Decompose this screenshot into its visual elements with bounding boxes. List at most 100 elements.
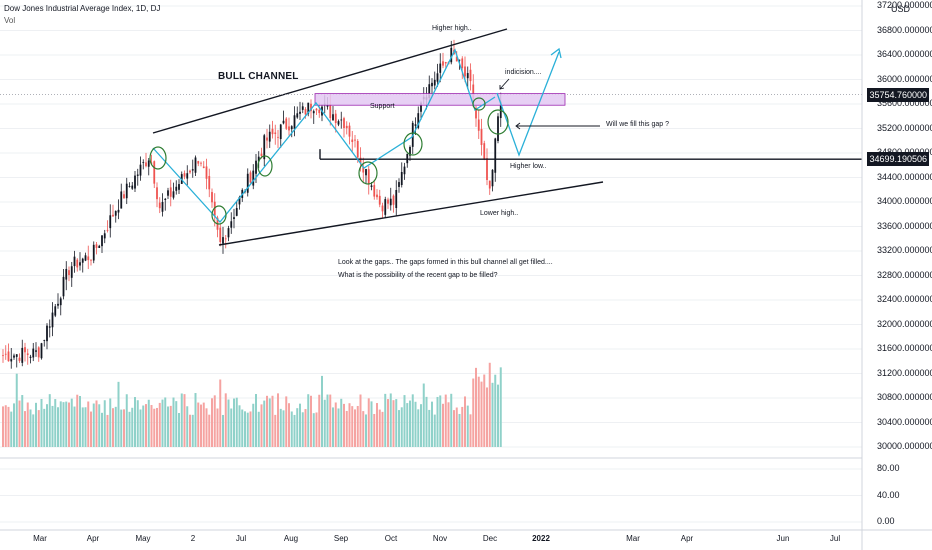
volume-bar [123, 409, 125, 447]
candle-body [249, 172, 252, 183]
candle-body [428, 84, 431, 99]
volume-bar [35, 402, 37, 447]
volume-bar [90, 411, 92, 447]
volume-bar [268, 398, 271, 447]
candle-body [109, 215, 112, 229]
volume-bar [288, 403, 290, 447]
time-tick: Nov [432, 534, 448, 543]
drawings [0, 28, 862, 246]
candle-body [464, 66, 466, 77]
candle-body [271, 128, 274, 135]
volume-bar [142, 405, 145, 447]
time-tick: Mar [33, 534, 47, 543]
candle-body [219, 227, 222, 243]
candle-body [466, 73, 469, 79]
volume-bar [499, 367, 502, 447]
volume-bar [359, 394, 362, 447]
candle-body [384, 199, 387, 215]
candle-body [136, 174, 139, 176]
volume-bar [367, 398, 370, 447]
volume-bar [68, 402, 70, 447]
volume-bar [186, 406, 189, 447]
candle-body [488, 180, 491, 189]
volume-bar [458, 413, 461, 447]
volume-bar [161, 399, 164, 447]
volume-bar [29, 409, 32, 447]
candle-body [475, 107, 477, 119]
candle-body [282, 120, 285, 124]
volume-bar [180, 393, 183, 447]
candle-body [65, 268, 68, 280]
volume-bar [274, 414, 277, 447]
volume-bar [464, 396, 466, 447]
candle-body [57, 303, 59, 306]
volume-bar [384, 393, 387, 447]
volume-bar [304, 409, 307, 447]
candle-body [409, 146, 411, 156]
volume-bar [433, 414, 436, 447]
candle-body [491, 169, 494, 187]
volume-bar [95, 400, 98, 447]
candle-body [84, 255, 87, 261]
volume-bar [208, 414, 211, 447]
volume-bar [4, 405, 7, 447]
volume-bar [131, 407, 134, 447]
candle-body [296, 113, 299, 118]
volume-bar [392, 400, 395, 447]
candle-body [290, 126, 293, 130]
time-tick: 2022 [532, 534, 550, 543]
time-tick: Oct [384, 534, 398, 543]
candle-body [117, 209, 120, 213]
candle-body [483, 143, 486, 159]
candle-body [7, 351, 10, 362]
candle-body [26, 353, 29, 355]
currency-label[interactable]: USD [890, 4, 910, 14]
volume-bar [282, 410, 285, 447]
candle-body [392, 195, 395, 205]
volume-bar [406, 403, 409, 447]
candle-body [332, 114, 334, 121]
time-tick: 2 [190, 534, 196, 543]
candle-body [167, 190, 169, 196]
volume-bar [10, 411, 13, 447]
volume-bar [7, 406, 10, 447]
volume-bar [13, 403, 15, 447]
volume-bar [312, 413, 315, 447]
volume-bar [178, 413, 180, 447]
candle-body [18, 357, 21, 361]
gap-circle [149, 146, 167, 170]
channel-upper-line [152, 28, 508, 134]
volume-bar [315, 412, 318, 447]
candle-body [318, 109, 321, 114]
volume-bar [301, 412, 304, 447]
gap-question-note: What is the possibility of the recent ga… [338, 272, 498, 279]
candle-body [486, 158, 488, 180]
volume-bar [62, 402, 65, 447]
volume-bar [271, 395, 274, 447]
candle-body [208, 175, 211, 190]
volume-bar [348, 403, 351, 447]
price-tick: 34400.000000 [877, 171, 932, 182]
candle-body [4, 353, 7, 355]
candle-body [340, 119, 343, 121]
candle-body [90, 259, 92, 261]
candle-body [238, 197, 241, 205]
volume-bar [334, 402, 337, 447]
candle-body [343, 118, 345, 129]
candle-body [194, 157, 197, 173]
candle-body [164, 198, 167, 200]
volume-bar [387, 399, 389, 447]
volume-bar [76, 394, 79, 447]
candle-body [293, 115, 296, 129]
volume-bar [420, 404, 422, 447]
candle-body [15, 354, 18, 357]
candles [2, 39, 502, 369]
candle-body [329, 104, 332, 119]
candle-body [351, 139, 354, 143]
volume-bar [370, 401, 373, 447]
candle-body [172, 191, 175, 198]
volume-bar [117, 381, 120, 447]
volume-bar [51, 405, 54, 447]
volume-bar [285, 396, 288, 447]
